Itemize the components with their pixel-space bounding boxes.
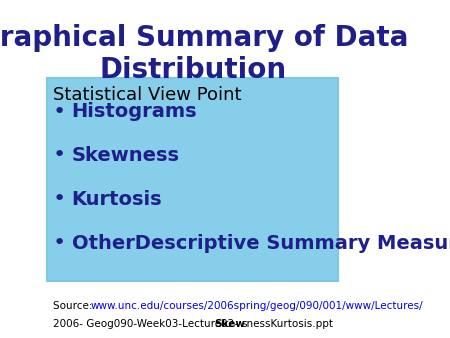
Text: •: • — [53, 145, 66, 166]
Text: Source:: Source: — [54, 301, 96, 311]
Text: www.unc.edu/courses/2006spring/geog/090/001/www/Lectures/: www.unc.edu/courses/2006spring/geog/090/… — [90, 301, 423, 311]
Text: Source:: Source: — [54, 301, 96, 311]
Text: Descriptive Summary Measures: Descriptive Summary Measures — [128, 234, 450, 253]
Text: Skew: Skew — [214, 319, 245, 330]
Text: Other: Other — [72, 234, 135, 253]
Text: Skewness: Skewness — [72, 146, 180, 165]
Text: snessKurtosis.ppt: snessKurtosis.ppt — [241, 319, 333, 330]
Text: 2006- Geog090-Week03-Lecture02-: 2006- Geog090-Week03-Lecture02- — [54, 319, 238, 330]
Text: •: • — [53, 233, 66, 254]
Text: •: • — [53, 189, 66, 210]
Text: Statistical View Point: Statistical View Point — [54, 86, 242, 104]
Text: Kurtosis: Kurtosis — [72, 190, 162, 209]
Text: Graphical Summary of Data
Distribution: Graphical Summary of Data Distribution — [0, 24, 409, 84]
FancyBboxPatch shape — [47, 78, 338, 281]
Text: •: • — [53, 101, 66, 122]
Text: Histograms: Histograms — [72, 102, 197, 121]
